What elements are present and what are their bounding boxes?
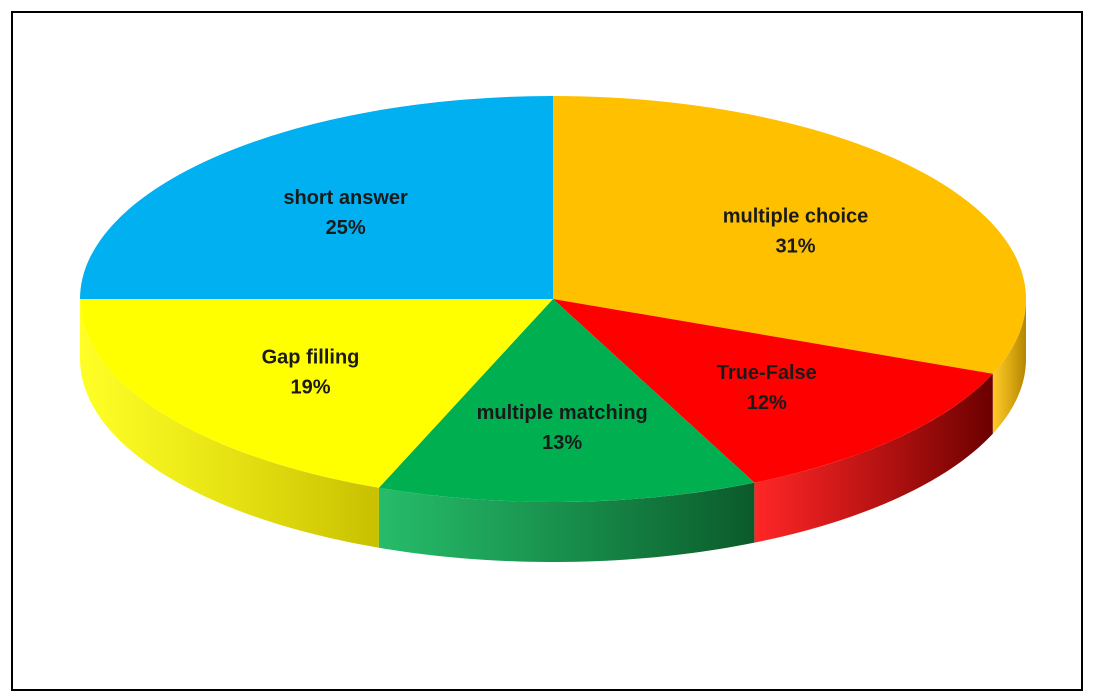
slice-label-multiple-matching: multiple matching [477,402,648,424]
pie-side-gap-filling [80,299,379,548]
slice-value-true-false: 12% [747,392,787,414]
slice-label-short-answer: short answer [283,187,408,209]
pie-side-multiple-matching [378,482,755,562]
pie-slice-multiple-matching [378,299,755,502]
pie-tops [80,96,1026,502]
pie-slice-true-false [553,299,993,483]
slice-value-multiple-matching: 13% [542,432,582,454]
pie-side-multiple-choice [992,299,1026,434]
slice-label-multiple-choice: multiple choice [723,205,869,227]
pie-side-true-false [754,373,993,543]
slice-value-multiple-choice: 31% [775,235,815,257]
slice-label-true-false: True-False [717,362,817,384]
pie-slice-short-answer [80,96,553,299]
slice-value-gap-filling: 19% [290,377,330,399]
pie-slice-gap-filling [80,299,553,488]
pie-labels: multiple choice 31% True-False 12% multiple … [262,187,869,454]
slice-label-gap-filling: Gap filling [262,347,360,369]
pie-slice-multiple-choice [553,96,1026,374]
slice-value-short-answer: 25% [326,217,366,239]
pie-sides [80,299,1026,562]
